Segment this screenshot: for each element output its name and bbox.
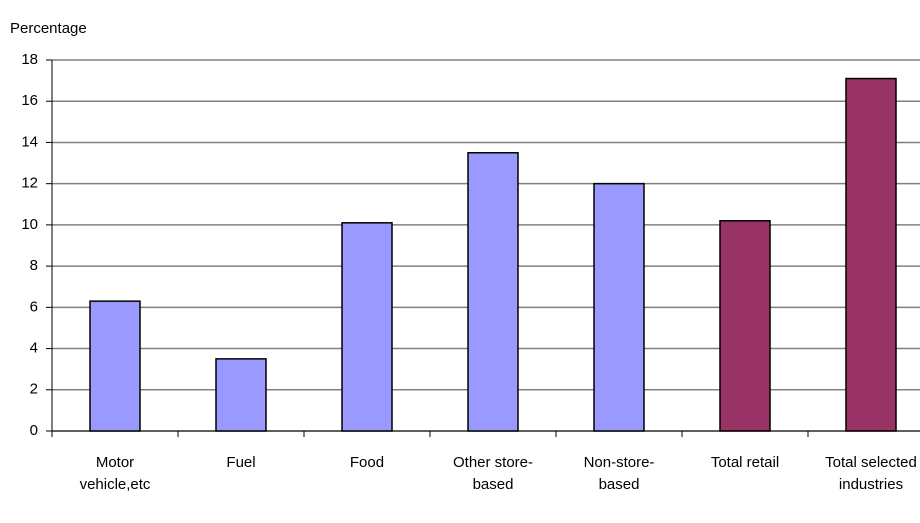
bar (215, 358, 267, 432)
y-tick-label: 12 (21, 175, 38, 192)
y-tick-label: 8 (30, 257, 38, 274)
bar (341, 222, 393, 432)
x-tick-label: Food (349, 454, 385, 471)
y-tick-label: 14 (21, 133, 38, 150)
y-tick-label: 10 (21, 216, 38, 233)
x-tick-label: Other store-based (452, 454, 534, 493)
x-tick-label: Non-store-based (583, 454, 655, 493)
x-tick-label: Total selected industries (825, 454, 917, 493)
y-tick-label: 18 (21, 51, 38, 68)
x-tick-label: Fuel (226, 454, 256, 471)
y-tick-label: 0 (30, 422, 38, 439)
y-tick-label: 16 (21, 92, 38, 109)
bar (89, 300, 141, 432)
x-tick-label: Motor vehicle,etc (79, 454, 151, 493)
bar (467, 152, 519, 432)
bar (593, 182, 645, 432)
bar (719, 220, 771, 432)
y-axis-label: Percentage (10, 20, 87, 37)
bar (845, 77, 897, 432)
y-tick-label: 6 (30, 298, 38, 315)
y-tick-label: 2 (30, 381, 38, 398)
x-tick-label: Total retail (710, 454, 780, 471)
y-tick-label: 4 (30, 340, 38, 357)
